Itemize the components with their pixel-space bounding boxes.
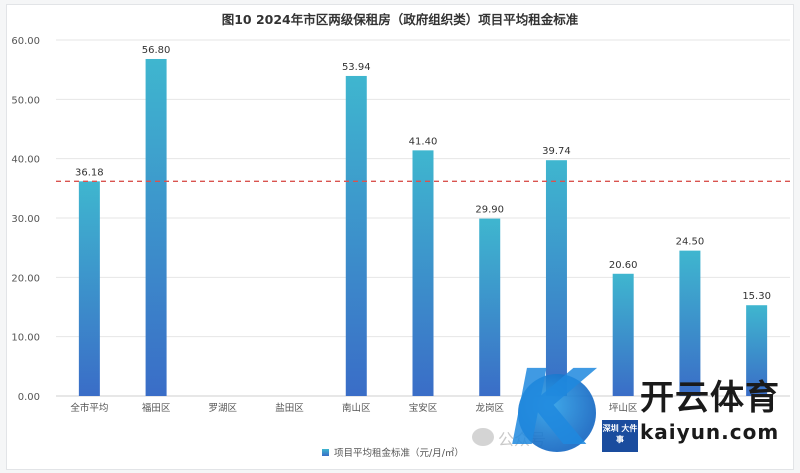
bar: [679, 250, 701, 396]
watermark-brand-en: kaiyun.com: [640, 420, 780, 444]
data-label: 39.74: [542, 146, 571, 157]
y-tick-label: 30.00: [11, 214, 40, 225]
bar: [412, 150, 434, 396]
data-label: 36.18: [75, 167, 104, 178]
y-tick-label: 0.00: [18, 392, 40, 403]
y-tick-label: 50.00: [11, 95, 40, 106]
watermark-logo-k: K: [510, 347, 591, 469]
chart-title: 图10 2024年市区两级保租房（政府组织类）项目平均租金标准: [221, 12, 579, 27]
bar: [345, 75, 367, 397]
watermark-badge: 深圳 大件事: [600, 418, 640, 454]
wechat-icon: [472, 428, 494, 446]
x-tick-label: 坪山区: [609, 402, 638, 414]
x-tick-label: 宝安区: [409, 402, 438, 414]
data-label: 24.50: [676, 237, 705, 248]
bar: [746, 305, 768, 396]
data-label: 29.90: [475, 205, 504, 216]
chart-panel: [6, 4, 794, 470]
bar: [612, 273, 634, 396]
y-axis-tick-labels: 0.00 10.00 20.00 30.00 40.00 50.00 60.00: [11, 36, 40, 403]
legend-label: 项目平均租金标准（元/月/㎡）: [334, 448, 464, 459]
x-axis-tick-labels: 全市平均 福田区 罗湖区 盐田区 南山区 宝安区 龙岗区 坪山区: [70, 402, 638, 414]
y-tick-label: 60.00: [11, 36, 40, 47]
data-label: 41.40: [409, 136, 438, 147]
bar: [145, 58, 167, 397]
x-tick-label: 南山区: [342, 402, 371, 414]
y-tick-label: 40.00: [11, 155, 40, 166]
chart-legend: 项目平均租金标准（元/月/㎡）: [322, 445, 464, 459]
bar: [479, 218, 501, 396]
data-label: 20.60: [609, 260, 638, 271]
bar: [545, 160, 567, 396]
y-tick-label: 10.00: [11, 333, 40, 344]
x-tick-label: 全市平均: [70, 402, 108, 414]
y-tick-label: 20.00: [11, 273, 40, 284]
watermark-logo-circle: [518, 374, 596, 452]
data-label: 53.94: [342, 62, 371, 73]
data-label: 56.80: [142, 45, 171, 56]
x-tick-label: 福田区: [142, 402, 171, 414]
watermark-brand-cn: 开云体育: [640, 378, 780, 418]
data-label: 15.30: [742, 291, 771, 302]
x-tick-label: 罗湖区: [209, 403, 238, 414]
bars: [78, 58, 768, 397]
legend-swatch: [322, 448, 329, 456]
data-labels: 36.18 56.80 53.94 41.40 29.90 39.74 20.60 24.50…: [75, 45, 771, 302]
x-tick-label: 盐田区: [275, 402, 304, 414]
x-tick-label: 龙岗区: [475, 402, 504, 414]
bar: [78, 181, 100, 396]
